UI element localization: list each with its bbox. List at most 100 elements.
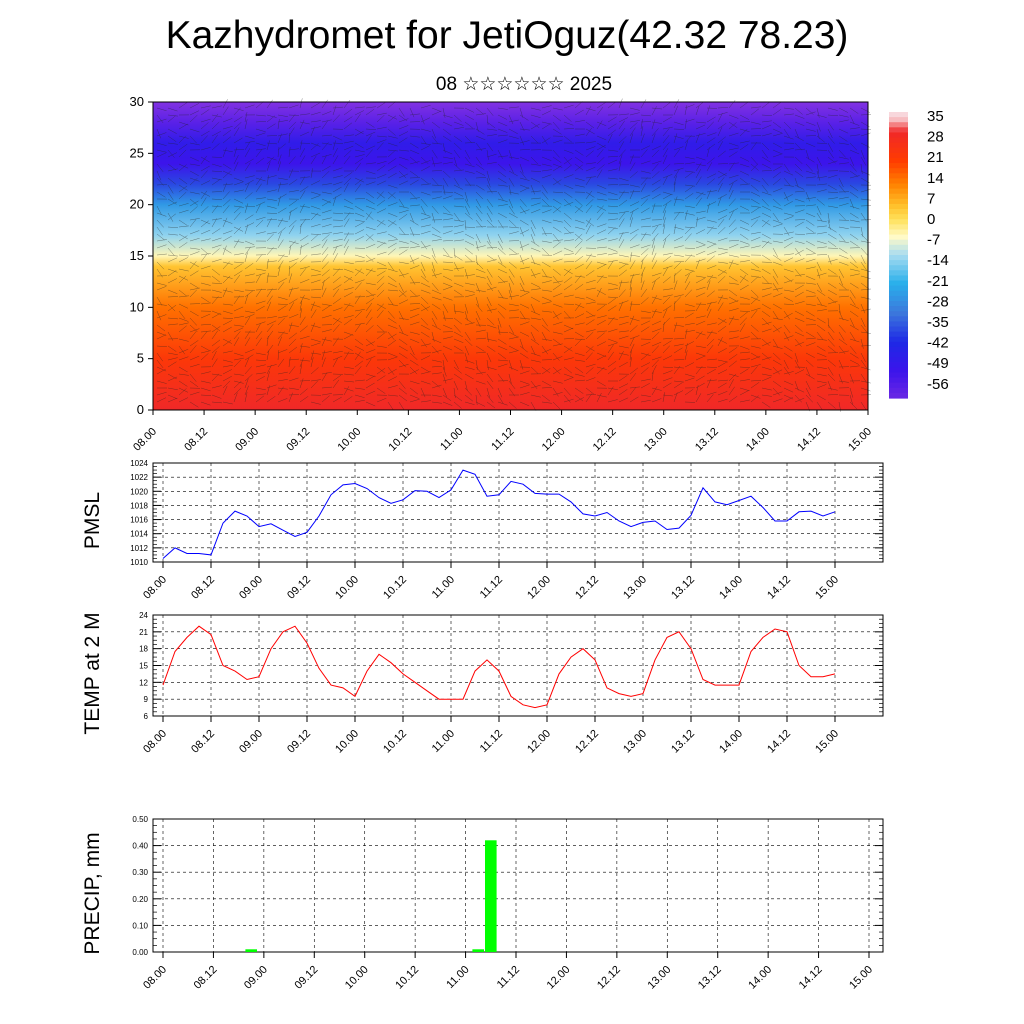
wind-barb	[651, 203, 656, 214]
wind-barb	[574, 303, 585, 309]
wind-barb	[651, 341, 662, 347]
wind-barb	[189, 237, 200, 242]
wind-barb	[629, 303, 641, 305]
wind-barb	[167, 191, 174, 201]
wind-barb	[838, 114, 849, 118]
wind-barb	[673, 365, 681, 375]
wind-barb	[420, 303, 429, 312]
wind-barb	[772, 171, 782, 179]
wind-barb	[849, 219, 860, 223]
wind-barb	[750, 135, 762, 137]
wind-barb	[156, 286, 167, 291]
wind-barb	[299, 254, 308, 263]
wind-barb	[552, 331, 563, 335]
wind-barb	[310, 338, 321, 343]
wind-barb	[596, 341, 607, 347]
wind-barb	[574, 205, 583, 214]
wind-barb	[816, 394, 826, 401]
wind-barb	[739, 358, 750, 361]
wind-barb	[365, 338, 374, 346]
wind-barb	[860, 352, 866, 363]
wind-barb	[475, 156, 482, 166]
wind-barb	[662, 128, 670, 137]
x-tick-label: 11.12	[478, 574, 505, 601]
wind-barb	[266, 114, 277, 118]
wind-barb	[640, 383, 650, 389]
wind-barb	[530, 268, 536, 279]
wind-barb	[805, 212, 816, 218]
wind-barb	[167, 373, 177, 380]
wind-barb	[431, 289, 442, 295]
wind-barb	[574, 366, 584, 374]
wind-barb	[453, 231, 464, 235]
wind-barb	[167, 278, 178, 284]
wind-barb	[816, 198, 825, 206]
wind-barb	[574, 120, 585, 123]
wind-barb	[442, 268, 453, 271]
wind-barb	[541, 331, 547, 341]
wind-barb	[266, 212, 278, 214]
wind-barb	[827, 300, 838, 305]
wind-barb	[332, 142, 344, 144]
wind-barb	[508, 324, 515, 334]
wind-barb	[200, 331, 208, 340]
wind-barb	[684, 170, 695, 173]
wind-barb	[563, 201, 574, 207]
wind-barb	[629, 343, 635, 354]
wind-barb	[299, 119, 305, 130]
wind-barb	[387, 339, 397, 347]
wind-barb	[607, 386, 614, 396]
colorbar-swatch	[889, 178, 908, 185]
wind-barb	[299, 235, 309, 242]
wind-barb	[596, 149, 604, 158]
wind-barb	[772, 261, 783, 266]
wind-barb	[860, 205, 872, 207]
wind-barb	[453, 267, 464, 270]
wind-barb	[200, 394, 212, 396]
wind-barb	[486, 114, 489, 125]
wind-barb	[288, 121, 297, 130]
wind-barb	[629, 210, 634, 221]
wind-barb	[662, 217, 666, 228]
wind-barb	[178, 102, 188, 109]
chart-subtitle: 08 ☆☆☆☆☆☆ 2025	[435, 74, 613, 95]
wind-barb	[211, 401, 223, 404]
wind-barb	[662, 345, 670, 354]
wind-barb	[717, 398, 728, 403]
wind-barb	[805, 303, 816, 306]
wind-barb	[816, 303, 827, 307]
wind-barb	[266, 259, 269, 270]
wind-barb	[464, 274, 475, 277]
wind-barb	[343, 276, 353, 284]
wind-barb	[431, 303, 441, 310]
wind-barb	[563, 253, 574, 256]
wind-barb	[783, 387, 794, 393]
wind-barb	[420, 324, 430, 330]
wind-barb	[442, 161, 453, 165]
wind-barb	[519, 266, 530, 270]
wind-barb	[200, 147, 211, 151]
wind-barb	[783, 289, 794, 292]
wind-barb	[255, 254, 263, 263]
wind-barb	[585, 270, 595, 277]
wind-barb	[266, 156, 275, 165]
wind-barb	[684, 193, 694, 200]
wind-barb	[827, 387, 838, 391]
wind-barb	[816, 183, 827, 186]
wind-barb	[200, 122, 209, 130]
wind-barb	[596, 392, 602, 403]
wind-barb	[321, 155, 327, 165]
wind-barb	[442, 352, 448, 362]
wind-barb	[200, 330, 211, 333]
wind-barb	[530, 254, 536, 265]
wind-barb	[805, 247, 815, 254]
wind-barb	[739, 156, 750, 162]
wind-barb	[277, 218, 284, 228]
wind-barb	[728, 179, 738, 186]
wind-barb	[827, 289, 837, 296]
wind-barb	[728, 282, 739, 285]
wind-barb	[376, 275, 385, 284]
wind-barb	[244, 192, 253, 200]
wind-barb	[453, 149, 461, 159]
